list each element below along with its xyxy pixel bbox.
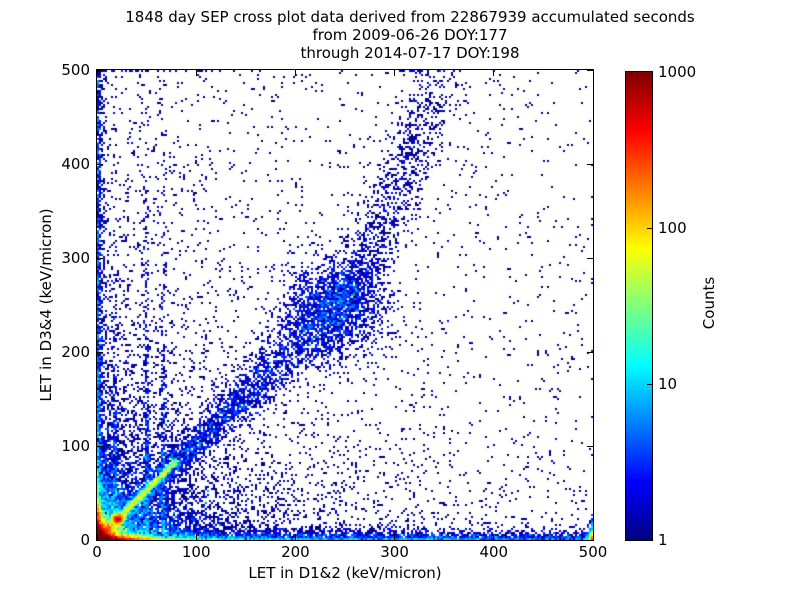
y-tick-label: 0 — [80, 531, 90, 549]
y-tick-mark — [97, 69, 103, 71]
x-tick-label: 0 — [92, 543, 102, 561]
y-tick-mark — [97, 257, 103, 259]
x-tick-mark — [394, 534, 396, 540]
x-tick-label: 500 — [578, 543, 608, 561]
y-tick-label: 200 — [61, 343, 90, 361]
y-tick-mark-right — [587, 539, 593, 541]
x-tick-mark-top — [96, 70, 98, 76]
y-tick-label: 100 — [61, 437, 90, 455]
y-tick-mark-right — [587, 351, 593, 353]
y-tick-mark — [97, 163, 103, 165]
y-tick-mark-right — [587, 445, 593, 447]
x-tick-mark — [96, 534, 98, 540]
x-axis-label: LET in D1&2 (keV/micron) — [248, 564, 442, 582]
x-tick-label: 300 — [380, 543, 409, 561]
x-tick-mark-top — [294, 70, 296, 76]
plot-frame — [96, 69, 594, 541]
colorbar-tick-label: 100 — [658, 219, 687, 237]
x-tick-mark-top — [195, 70, 197, 76]
colorbar-tick-label: 10 — [658, 375, 678, 393]
y-tick-mark — [97, 539, 103, 541]
colorbar-title: Counts — [700, 276, 718, 330]
x-tick-mark-top — [592, 70, 594, 76]
x-tick-label: 400 — [479, 543, 509, 561]
x-tick-mark — [493, 534, 495, 540]
chart-title-line2: from 2009-06-26 DOY:177 — [312, 26, 508, 44]
y-tick-mark-right — [587, 69, 593, 71]
x-tick-mark — [592, 534, 594, 540]
y-tick-mark — [97, 445, 103, 447]
x-tick-mark-top — [493, 70, 495, 76]
colorbar-tick-mark — [647, 383, 652, 385]
y-tick-label: 500 — [61, 61, 90, 79]
y-tick-mark-right — [587, 163, 593, 165]
x-tick-label: 100 — [181, 543, 211, 561]
y-tick-mark-right — [587, 257, 593, 259]
y-axis-label: LET in D3&4 (keV/micron) — [37, 208, 55, 402]
colorbar-tick-mark — [647, 227, 652, 229]
colorbar-frame — [625, 71, 653, 541]
y-tick-label: 400 — [61, 155, 90, 173]
scatter-density-canvas — [97, 70, 593, 540]
chart-title-line1: 1848 day SEP cross plot data derived fro… — [125, 8, 695, 26]
x-tick-mark — [195, 534, 197, 540]
x-tick-mark-top — [394, 70, 396, 76]
colorbar-gradient-canvas — [626, 72, 652, 540]
colorbar-tick-label: 1000 — [658, 63, 697, 81]
y-tick-label: 300 — [61, 249, 90, 267]
colorbar-tick-label: 1 — [658, 531, 668, 549]
y-tick-mark — [97, 351, 103, 353]
x-tick-mark — [294, 534, 296, 540]
chart-title-line3: through 2014-07-17 DOY:198 — [300, 44, 520, 62]
x-tick-label: 200 — [281, 543, 310, 561]
